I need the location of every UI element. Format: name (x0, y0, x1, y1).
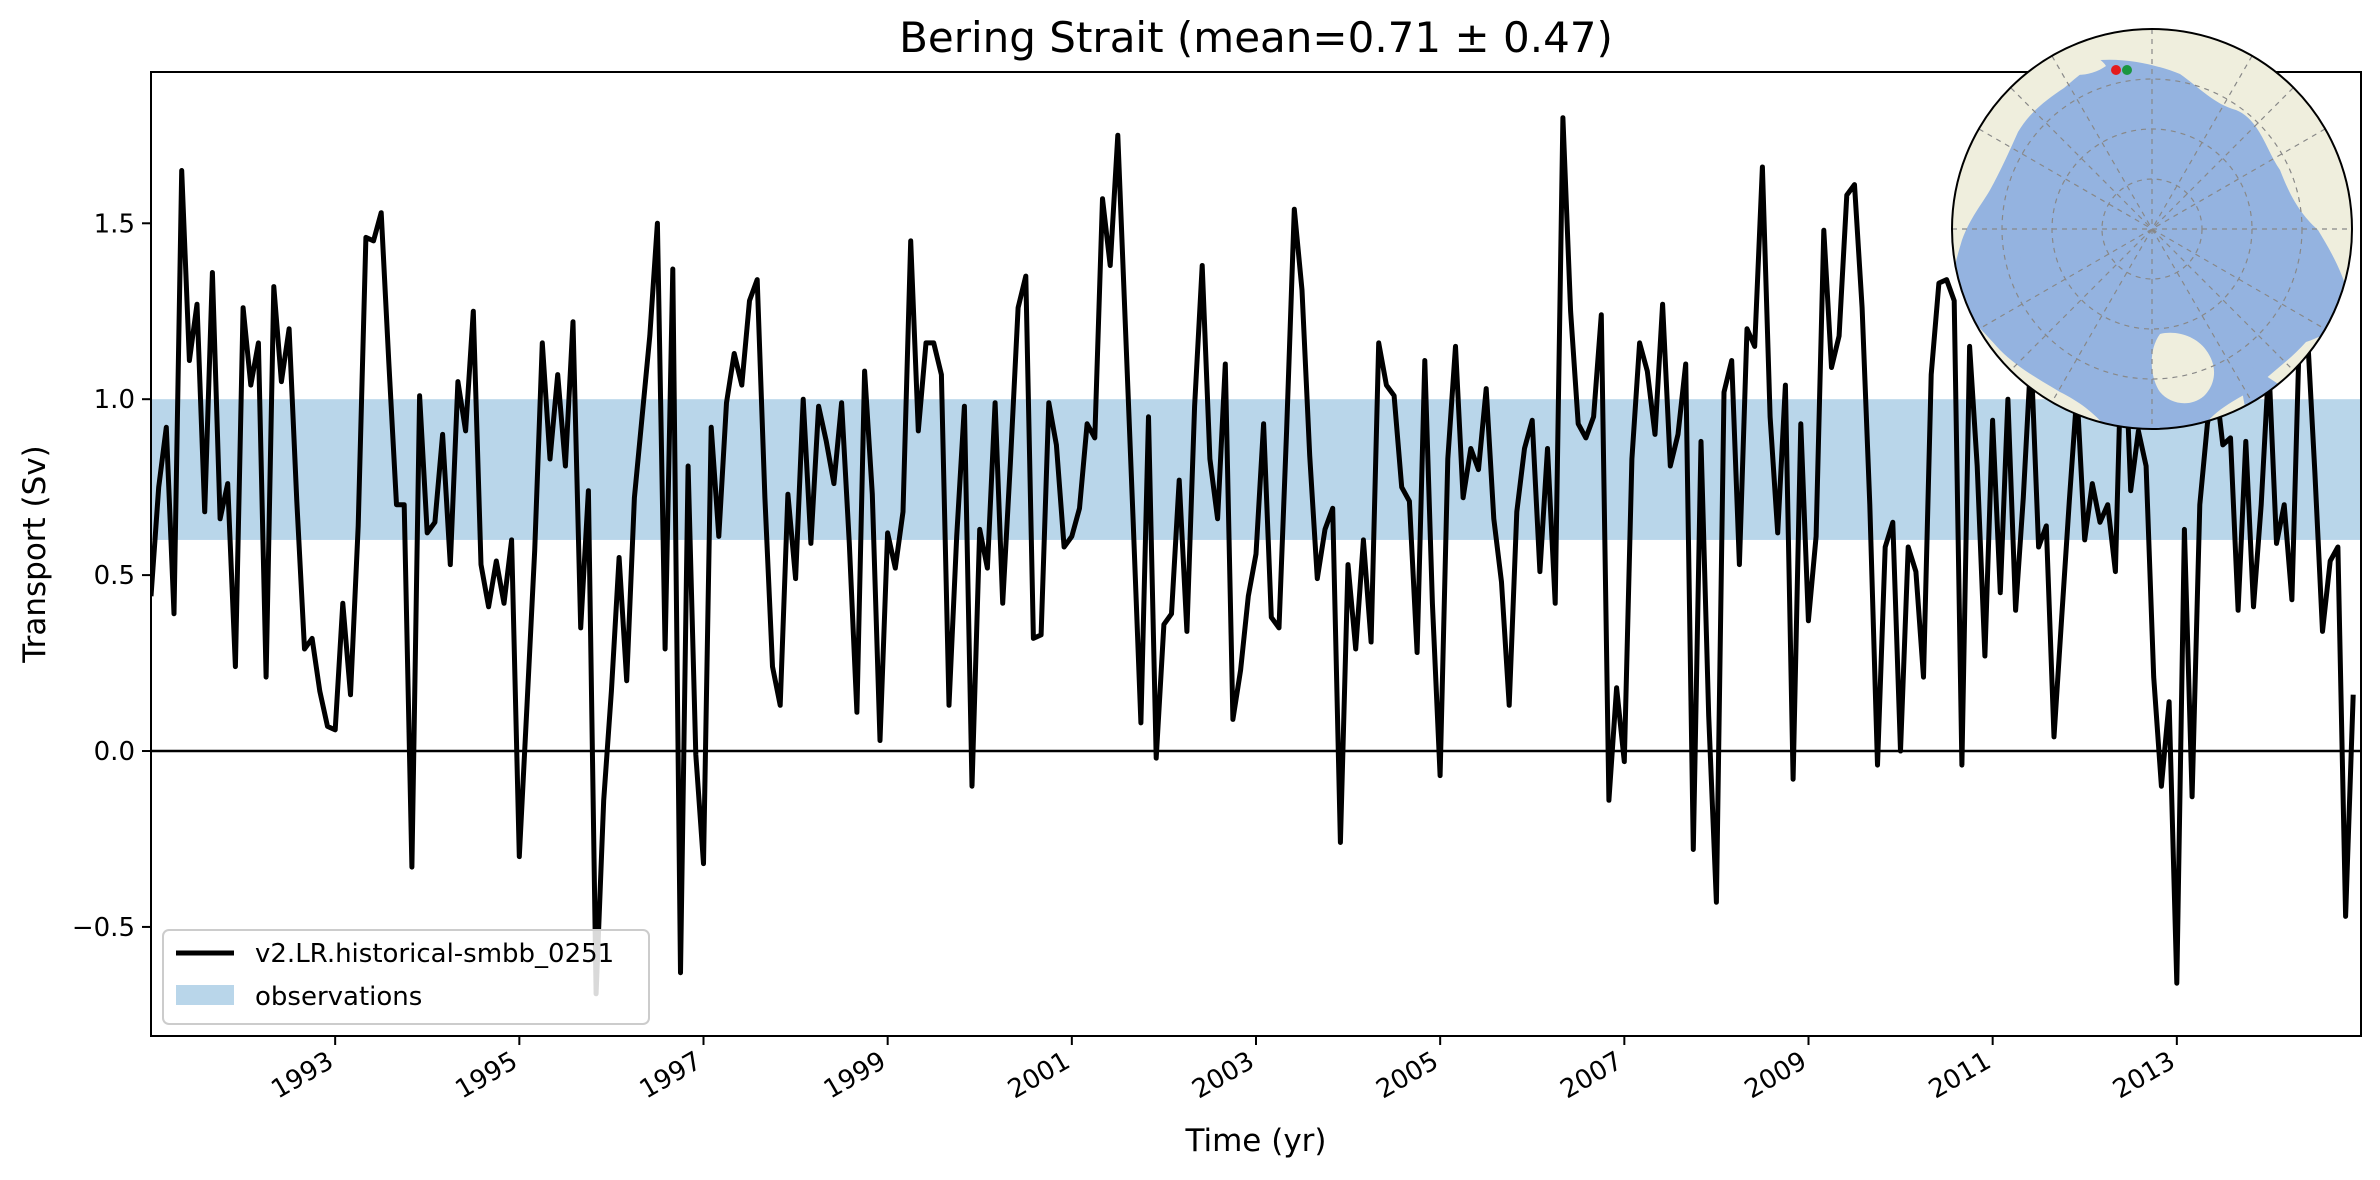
x-tick-label: 1993 (266, 1046, 338, 1105)
series-layer (151, 115, 2356, 997)
inset-polar-map (1951, 28, 2353, 430)
x-tick-label: 1995 (451, 1046, 523, 1105)
inset-red-marker (2111, 65, 2121, 75)
series-line-0 (151, 115, 2356, 997)
y-axis-ticks: −0.5 0.0 0.5 1.0 1.5 (72, 209, 151, 943)
inset-map-layers (1952, 29, 2352, 429)
inset-green-marker (2122, 65, 2132, 75)
x-axis-label: Time (yr) (1185, 1123, 1327, 1159)
legend: v2.LR.historical-smbb_0251 observations (162, 929, 650, 1025)
y-tick-label: 0.0 (94, 737, 135, 767)
x-tick-label: 2013 (2108, 1046, 2180, 1105)
x-tick-label: 2011 (1924, 1046, 1996, 1105)
inset-globe-outline (1951, 28, 2353, 430)
chart-title: Bering Strait (mean=0.71 ± 0.47) (899, 13, 1613, 62)
y-tick-label: −0.5 (72, 913, 135, 943)
legend-box (162, 929, 650, 1025)
legend-patch-swatch (176, 985, 234, 1005)
y-tick-label: 1.5 (94, 209, 135, 239)
hudson-bay-shape (1986, 236, 2021, 276)
x-tick-label: 2003 (1187, 1046, 1259, 1105)
legend-label-series: v2.LR.historical-smbb_0251 (255, 939, 614, 969)
x-axis-ticks: 1993 1995 1997 1999 2001 2003 2005 2007 2009 2011… (266, 1036, 2180, 1105)
graticule (1952, 29, 2352, 429)
east-siberia-land (2170, 30, 2234, 80)
legend-label-observations: observations (255, 982, 422, 1012)
y-axis-label: Transport (Sv) (17, 445, 53, 664)
y-tick-label: 1.0 (94, 385, 135, 415)
x-tick-label: 2005 (1371, 1046, 1443, 1105)
arctic-ocean-shape (1952, 59, 2350, 429)
greenland-shape (2151, 332, 2215, 404)
x-tick-label: 2009 (1740, 1046, 1812, 1105)
x-tick-label: 1997 (635, 1046, 707, 1105)
x-tick-label: 2007 (1556, 1046, 1628, 1105)
y-tick-label: 0.5 (94, 561, 135, 591)
x-tick-label: 1999 (819, 1046, 891, 1105)
x-tick-label: 2001 (1003, 1046, 1075, 1105)
